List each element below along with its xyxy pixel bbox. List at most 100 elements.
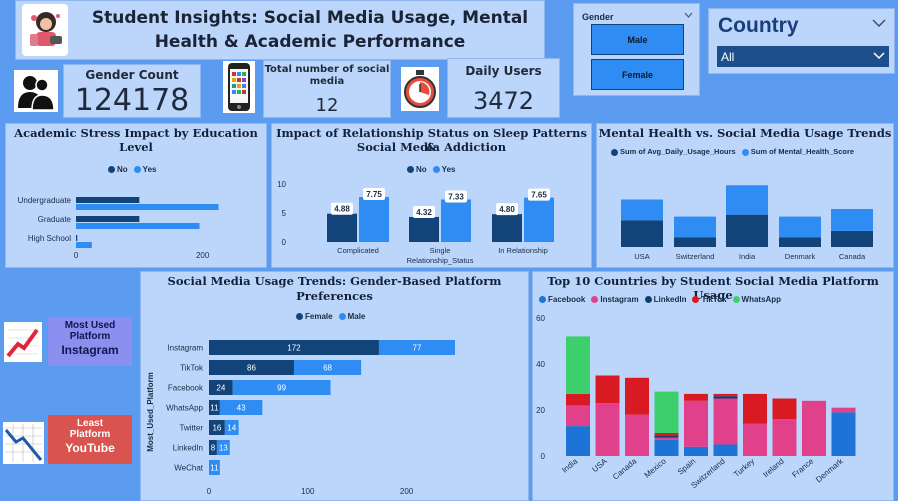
bar-male[interactable] [219, 400, 263, 415]
bar-tiktok[interactable] [684, 393, 708, 401]
bar-yes[interactable] [441, 199, 471, 242]
bar-male[interactable] [209, 460, 220, 475]
bar-male[interactable] [293, 360, 362, 375]
bar-instagram[interactable] [831, 407, 856, 413]
data-label: 172 [287, 344, 301, 353]
data-label: 86 [247, 364, 256, 373]
bar-instagram[interactable] [713, 398, 738, 445]
bar-no[interactable] [409, 216, 439, 242]
category-label: USA [590, 456, 609, 474]
bar-male[interactable] [232, 380, 331, 395]
bar-yes[interactable] [76, 242, 92, 248]
bar-whatsapp[interactable] [654, 391, 679, 433]
data-label: 11 [210, 464, 219, 473]
bar-female[interactable] [209, 340, 379, 355]
country-dropdown[interactable]: All [717, 46, 889, 67]
stopwatch-icon-box [401, 67, 439, 111]
category-label: Undergraduate [18, 196, 72, 205]
page-title-line1: Student Insights: Social Media Usage, Me… [91, 8, 529, 28]
relationship-legend: No Yes [407, 165, 455, 174]
bar-tiktok[interactable] [566, 393, 590, 406]
bar-linkedin[interactable] [713, 396, 738, 399]
bar-no[interactable] [76, 197, 140, 203]
bar-facebook[interactable] [831, 412, 856, 456]
bar-tiktok[interactable] [654, 433, 679, 436]
data-label-bg [496, 203, 518, 216]
bar-female[interactable] [209, 380, 233, 395]
bar-yes[interactable] [524, 197, 554, 242]
bar-facebook[interactable] [684, 446, 708, 456]
category-label: India [560, 456, 579, 474]
legend-whatsapp: WhatsApp [741, 295, 782, 304]
bar-usage[interactable] [621, 220, 663, 247]
bar-mental[interactable] [779, 216, 821, 238]
bar-usage[interactable] [831, 230, 873, 247]
gender-option-male[interactable]: Male [591, 24, 684, 55]
bar-yes[interactable] [76, 204, 219, 210]
bar-instagram[interactable] [566, 405, 590, 427]
bar-instagram[interactable] [684, 400, 708, 447]
bar-mental[interactable] [726, 185, 768, 215]
bar-female[interactable] [209, 360, 294, 375]
trend-up-icon-box [4, 322, 42, 362]
bar-tiktok[interactable] [595, 375, 620, 404]
bar-no[interactable] [327, 213, 357, 242]
category-label: Denmark [785, 252, 816, 261]
bar-tiktok[interactable] [772, 398, 797, 420]
bar-instagram[interactable] [654, 437, 679, 440]
bar-no[interactable] [492, 214, 522, 242]
bar-instagram[interactable] [743, 423, 767, 456]
bar-yes[interactable] [359, 197, 389, 242]
bar-mental[interactable] [831, 209, 873, 231]
gender-platform-chart-panel: Social Media Usage Trends: Gender-Based … [140, 271, 529, 501]
bar-whatsapp[interactable] [566, 336, 590, 394]
countries-chart-panel: Top 10 Countries by Student Social Media… [532, 271, 894, 501]
legend-instagram: Instagram [600, 295, 639, 304]
category-label: Single [430, 246, 451, 255]
legend-mental: Sum of Mental_Health_Score [750, 147, 855, 156]
category-label: Instagram [167, 344, 203, 353]
bar-male[interactable] [216, 440, 230, 455]
trend-up-icon [6, 328, 39, 358]
student-illustration-icon [30, 12, 62, 46]
category-label: Canada [839, 252, 866, 261]
chevron-down-icon[interactable] [872, 18, 886, 28]
bar-facebook[interactable] [713, 444, 738, 457]
bar-mental[interactable] [674, 216, 716, 238]
legend-usage: Sum of Avg_Daily_Usage_Hours [620, 147, 736, 156]
bar-tiktok[interactable] [713, 393, 738, 397]
bar-female[interactable] [209, 440, 217, 455]
gender-option-female[interactable]: Female [591, 59, 684, 90]
relationship-chart-title-line2: Social Media Addiction [356, 140, 507, 154]
bar-no[interactable] [76, 235, 78, 241]
social-media-card: Total number of social media 12 [263, 60, 391, 118]
bar-yes[interactable] [76, 223, 200, 229]
legend-yes: Yes [142, 165, 157, 174]
bar-instagram[interactable] [625, 414, 649, 456]
bar-no[interactable] [76, 216, 140, 222]
bar-usage[interactable] [674, 237, 716, 248]
bar-instagram[interactable] [595, 403, 620, 456]
bar-facebook[interactable] [566, 426, 590, 456]
countries-chart-title: Top 10 Countries by Student Social Media… [547, 274, 879, 302]
bar-linkedin[interactable] [654, 435, 679, 438]
chevron-down-icon [873, 52, 885, 60]
bar-facebook[interactable] [654, 439, 679, 456]
social-media-label-line2: media [309, 76, 345, 87]
data-label: 13 [219, 444, 228, 453]
bar-male[interactable] [224, 420, 239, 435]
data-label: 7.65 [531, 191, 547, 200]
bar-usage[interactable] [779, 237, 821, 248]
bar-female[interactable] [209, 400, 220, 415]
bar-tiktok[interactable] [743, 393, 767, 424]
bar-female[interactable] [209, 420, 225, 435]
bar-tiktok[interactable] [625, 377, 649, 415]
bar-mental[interactable] [621, 199, 663, 221]
bar-male[interactable] [378, 340, 456, 355]
bar-instagram[interactable] [772, 419, 797, 456]
bar-usage[interactable] [726, 214, 768, 247]
y-tick-label: 10 [277, 180, 286, 189]
bar-instagram[interactable] [802, 400, 826, 456]
category-label: LinkedIn [173, 444, 203, 453]
chevron-down-icon[interactable] [684, 12, 693, 19]
